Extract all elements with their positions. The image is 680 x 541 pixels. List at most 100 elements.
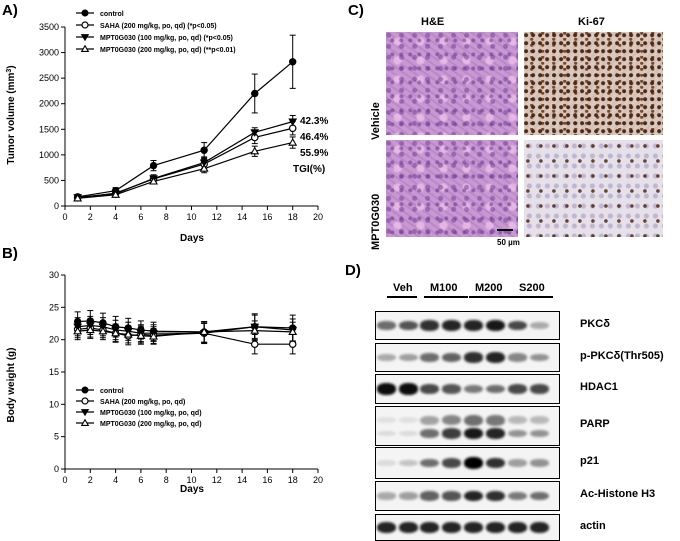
legend-entry: MPT0G030 (100 mg/kg, po, qd) (*p<0.05) xyxy=(100,35,233,42)
y-tick-label: 2000 xyxy=(39,99,59,109)
blot-band xyxy=(486,319,505,332)
tgi-value: 46.4% xyxy=(300,132,328,143)
lane-label: S200 xyxy=(519,282,545,294)
x-tick-label: 10 xyxy=(186,475,196,485)
blot-band xyxy=(420,353,439,362)
blot-protein-label: Ac-Histone H3 xyxy=(580,488,656,500)
x-tick-label: 18 xyxy=(288,475,298,485)
legend-marker xyxy=(80,409,90,417)
x-tick-label: 20 xyxy=(313,212,323,222)
scale-bar-label: 50 µm xyxy=(497,238,520,247)
lane-group-bar xyxy=(513,296,553,298)
series-line xyxy=(77,127,293,199)
blot-band xyxy=(464,352,483,363)
legend-entry: MPT0G030 (100 mg/kg, po, qd) xyxy=(100,410,202,417)
data-point xyxy=(251,89,259,98)
blot-band xyxy=(486,490,505,502)
blot-band xyxy=(442,352,461,363)
blot-band xyxy=(377,522,396,533)
panel-label-c: C) xyxy=(348,2,364,19)
tgi-value: 42.3% xyxy=(300,116,328,127)
blot-protein-label: PKCδ xyxy=(580,317,610,330)
series-line xyxy=(77,61,294,198)
x-tick-label: 0 xyxy=(62,212,67,222)
blot-band xyxy=(442,320,461,331)
legend-entry: SAHA (200 mg/kg, po, qd) xyxy=(100,399,185,406)
x-tick-label: 16 xyxy=(262,212,272,222)
blot-strip xyxy=(375,311,560,340)
legend-entry: control xyxy=(100,11,124,18)
blot-band xyxy=(530,353,549,362)
legend-marker xyxy=(80,34,90,42)
data-point xyxy=(199,159,209,168)
legend-entry: SAHA (200 mg/kg, po, qd) (*p<0.05) xyxy=(100,23,217,30)
data-point xyxy=(85,325,95,334)
x-tick-label: 2 xyxy=(88,212,93,222)
x-tick-label: 16 xyxy=(262,475,272,485)
x-tick-label: 6 xyxy=(138,212,143,222)
blot-band xyxy=(420,415,439,425)
legend-marker xyxy=(81,9,89,17)
x-tick-label: 4 xyxy=(113,212,118,222)
blot-strip xyxy=(375,447,560,479)
data-point xyxy=(73,326,83,335)
ki67-vehicle-image xyxy=(524,32,663,135)
tgi-value: 55.9% xyxy=(300,148,328,159)
blot-band xyxy=(399,492,418,500)
blot-band xyxy=(377,430,396,437)
data-point xyxy=(288,327,298,336)
x-tick-label: 2 xyxy=(88,475,93,485)
he-mpt0g030-image xyxy=(386,140,518,237)
blot-protein-label: actin xyxy=(580,519,606,532)
x-tick-label: 14 xyxy=(237,212,247,222)
lane-group-bar xyxy=(469,296,513,298)
data-point xyxy=(250,129,260,137)
y-tick-label: 500 xyxy=(44,175,59,185)
blot-band xyxy=(508,416,527,425)
blot-band xyxy=(508,459,527,467)
data-point xyxy=(73,193,83,202)
tgi-header: TGI(%) xyxy=(293,164,325,175)
x-tick-label: 8 xyxy=(164,212,169,222)
blot-band xyxy=(508,353,527,362)
blot-band xyxy=(530,459,549,467)
blot-protein-label: p21 xyxy=(580,455,599,467)
y-tick-label: 10 xyxy=(49,399,59,409)
blot-band xyxy=(420,458,439,468)
legend-entry: MPT0G030 (200 mg/kg, po, qd) (**p<0.01) xyxy=(100,47,236,54)
blot-band xyxy=(399,430,418,437)
y-tick-label: 0 xyxy=(54,464,59,474)
blot-band xyxy=(420,491,439,501)
ylabel-sup: 3 xyxy=(6,69,13,73)
scale-bar xyxy=(497,229,513,231)
data-point xyxy=(250,146,260,155)
data-point xyxy=(288,137,298,146)
blot-band xyxy=(420,522,439,533)
blot-band xyxy=(442,458,461,468)
panel-label-d: D) xyxy=(345,262,361,279)
series-line xyxy=(77,320,293,333)
blot-strip xyxy=(375,406,560,446)
blot-band xyxy=(399,353,418,362)
tumor-volume-ylabel: Tumor volume (mm3) xyxy=(6,65,18,164)
blot-band xyxy=(420,429,439,439)
y-tick-label: 20 xyxy=(49,335,59,345)
data-point xyxy=(288,340,297,348)
blot-band xyxy=(508,522,527,533)
blot-band xyxy=(530,429,549,438)
blot-band xyxy=(377,353,396,362)
legend-marker xyxy=(81,386,89,394)
blot-protein-label: p-PKCδ(Thr505) xyxy=(580,349,664,362)
blot-band xyxy=(464,457,483,469)
blot-band xyxy=(399,459,418,467)
blot-band xyxy=(464,320,483,331)
y-tick-label: 3500 xyxy=(39,22,59,32)
x-tick-label: 20 xyxy=(313,475,323,485)
series-line xyxy=(77,324,293,334)
blot-band xyxy=(442,415,461,426)
lane-group-bar xyxy=(424,296,468,298)
data-point xyxy=(136,331,146,339)
body-weight-ylabel: Body weight (g) xyxy=(6,348,17,423)
blot-band xyxy=(464,427,483,440)
tumor-volume-xlabel: Days xyxy=(180,233,204,244)
